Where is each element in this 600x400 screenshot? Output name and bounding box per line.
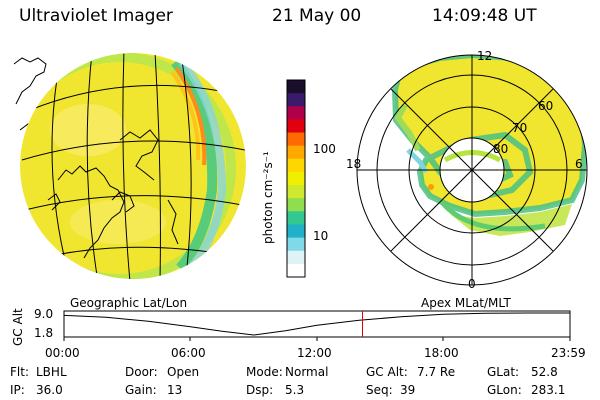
polar-label-lat80: 80 (493, 142, 508, 156)
timeline-xtick: 18:00 (424, 346, 459, 360)
dsp-label: Dsp: (246, 383, 274, 397)
colorbar-segment (287, 171, 305, 186)
colorbar-segment (287, 158, 305, 173)
timeline-xtick: 00:00 (45, 346, 80, 360)
timeline-ylabel: GC Alt (11, 308, 25, 346)
colorbar-segment (287, 132, 305, 147)
colorbar-segment (287, 237, 305, 252)
gain-label: Gain: (125, 383, 157, 397)
timeline-xtick: 06:00 (171, 346, 206, 360)
polar-label-lat60: 60 (538, 99, 553, 113)
colorbar-label: photon cm⁻²s⁻¹ (261, 151, 275, 244)
glon-value: 283.1 (531, 383, 566, 397)
colorbar-segment (287, 211, 305, 226)
glon-label: GLon: (487, 383, 522, 397)
colorbar-segment (287, 93, 305, 107)
timeline-right-title: Apex MLat/MLT (421, 296, 511, 310)
altitude-timeline (63, 310, 571, 341)
colorbar-segment (287, 224, 305, 239)
colorbar-segment (287, 80, 305, 94)
colorbar-tick-10: 10 (313, 229, 329, 243)
door-value: Open (167, 365, 200, 379)
polar-label-dusk: 18 (346, 157, 361, 171)
ip-value: 36.0 (36, 383, 63, 397)
glat-label: GLat: (487, 365, 520, 379)
flt-label: Flt: (10, 365, 29, 379)
colorbar-segment (287, 185, 305, 199)
seq-label: Seq: (366, 383, 393, 397)
date-label: 21 May 00 (272, 6, 362, 26)
timeline-ytick-max: 9.0 (34, 307, 54, 321)
polar-label-midnight: 0 (468, 277, 476, 291)
altitude-curve (63, 312, 570, 336)
mode-label: Mode: (246, 365, 283, 379)
ip-label: IP: (10, 383, 25, 397)
gain-value: 13 (167, 383, 183, 397)
mode-value: Normal (285, 365, 329, 379)
seq-value: 39 (400, 383, 416, 397)
time-label: 14:09:48 UT (432, 6, 537, 26)
polar-label-lat70: 70 (512, 121, 527, 135)
colorbar-segment (287, 198, 305, 212)
instrument-title: Ultraviolet Imager (19, 6, 173, 26)
polar-label-noon: 12 (477, 49, 492, 63)
colorbar-tick-100: 100 (313, 142, 336, 156)
colorbar-segment (287, 145, 305, 160)
dsp-value: 5.3 (285, 383, 305, 397)
door-label: Door: (125, 365, 158, 379)
colorbar-segment (287, 250, 305, 265)
colorbar-segment (287, 106, 305, 120)
flt-value: LBHL (36, 365, 67, 379)
coastline-outline (13, 57, 47, 105)
timeline-ytick-min: 1.8 (34, 326, 54, 340)
polar-plot: 12 18 6 0 60 70 80 (346, 49, 588, 291)
gcalt-label: GC Alt: (366, 365, 408, 379)
colorbar-segment (287, 263, 305, 278)
colorbar (286, 79, 306, 278)
geographic-image (13, 53, 246, 279)
timeline-xtick: 23:59 (551, 346, 586, 360)
colorbar-segment (287, 119, 305, 134)
polar-label-dawn: 6 (575, 157, 583, 171)
gcalt-value: 7.7 Re (417, 365, 456, 379)
timeline-xtick: 12:00 (297, 346, 332, 360)
glat-value: 52.8 (531, 365, 558, 379)
timeline-left-title: Geographic Lat/Lon (70, 296, 188, 310)
